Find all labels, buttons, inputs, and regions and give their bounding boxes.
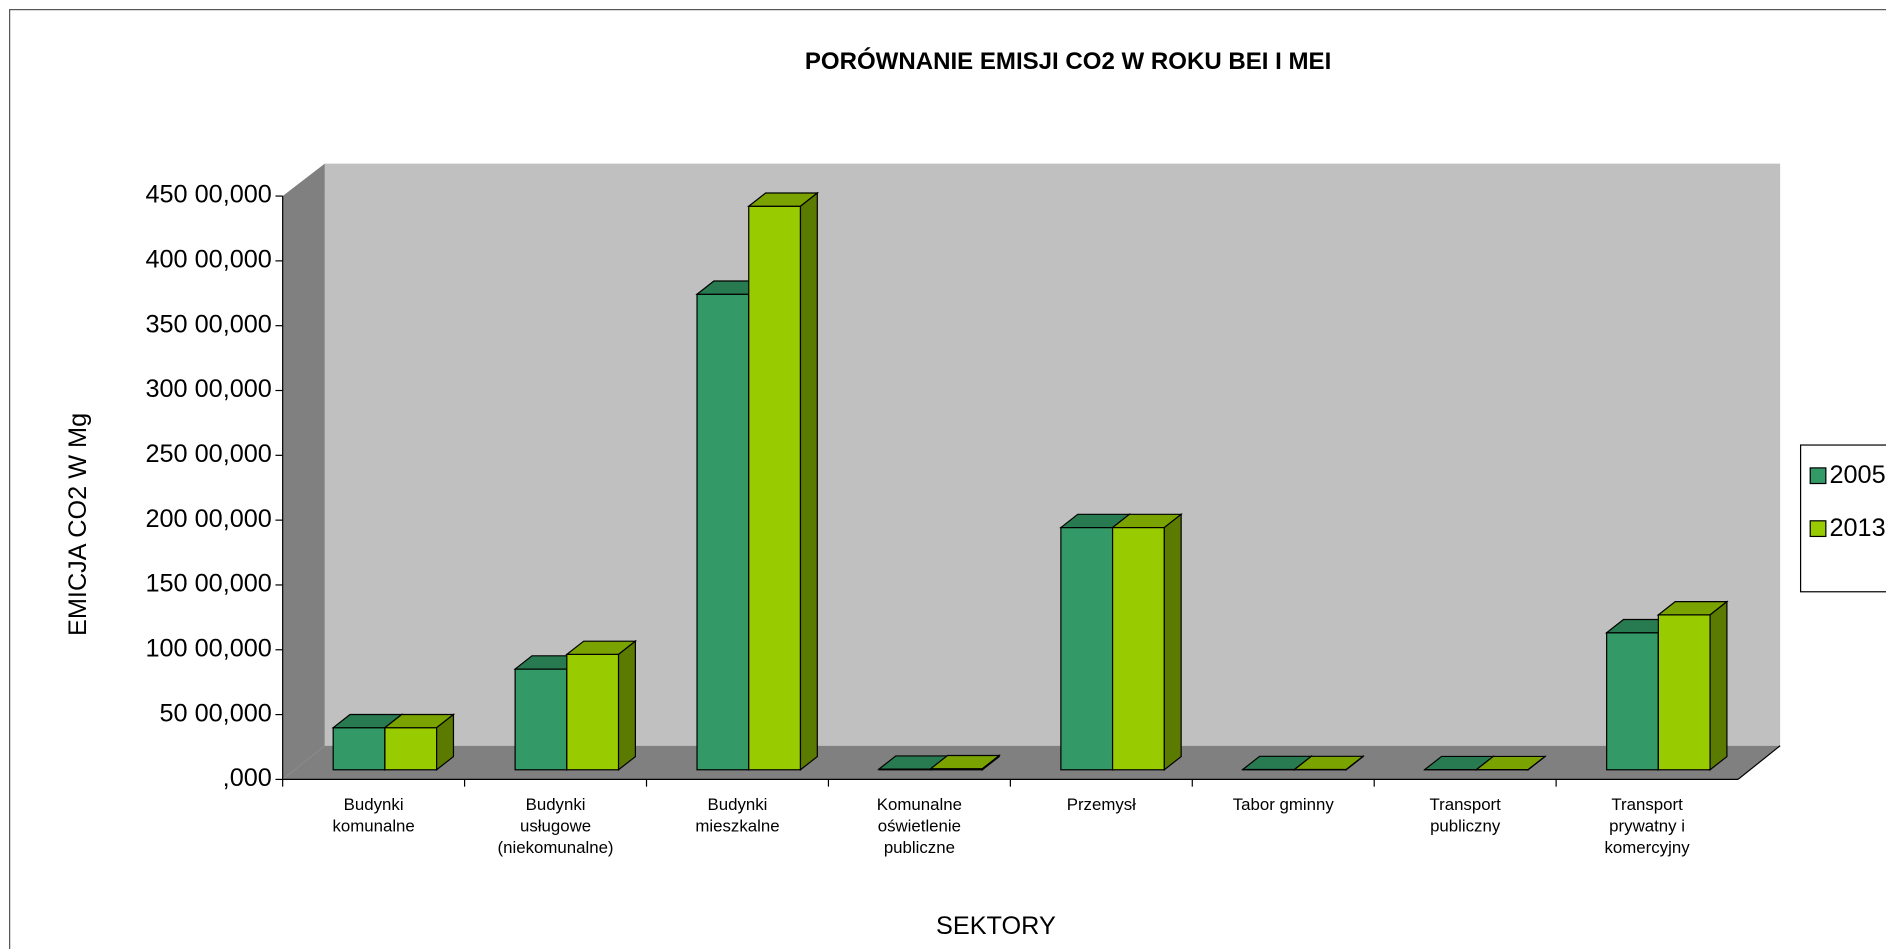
- x-tick-label: Transport prywatny i komercyjny: [1605, 795, 1691, 857]
- y-tick-label: 50 00,000: [160, 699, 272, 727]
- bar-side: [436, 713, 455, 772]
- bar-front: [566, 653, 620, 771]
- y-tick-label: 350 00,000: [145, 310, 271, 338]
- x-tick-label: Budynki usługowe (niekomunalne): [498, 795, 614, 857]
- back-wall: [324, 163, 1781, 746]
- bar-side: [1163, 513, 1182, 772]
- side-wall: [282, 163, 325, 780]
- legend-swatch: [1809, 467, 1827, 485]
- x-tick-label: Budynki komunalne: [332, 795, 414, 836]
- bar-front: [696, 293, 750, 771]
- y-tick-label: 400 00,000: [145, 246, 271, 274]
- x-tick-label: Przemysł: [1067, 795, 1136, 814]
- bar-side: [981, 754, 1000, 772]
- bar-front: [748, 205, 802, 771]
- bar-front: [514, 668, 568, 771]
- y-tick-label: 300 00,000: [145, 375, 271, 403]
- legend-label: 2005: [1829, 461, 1885, 489]
- x-axis-label: SEKTORY: [936, 912, 1056, 940]
- chart-title: PORÓWNANIE EMISJI CO2 W ROKU BEI I MEI: [805, 47, 1331, 75]
- bar-side: [1345, 755, 1364, 772]
- bar-front: [332, 727, 386, 771]
- bar-front: [384, 727, 438, 771]
- x-axis-depth: [1737, 745, 1781, 780]
- bar-side: [617, 639, 636, 772]
- bar-front: [1060, 526, 1114, 771]
- bar-front: [1606, 632, 1659, 771]
- x-tick-label: Komunalne oświetlenie publiczne: [877, 795, 962, 857]
- y-tick-label: 200 00,000: [145, 505, 271, 533]
- x-tick-label: Budynki mieszkalne: [695, 795, 779, 836]
- y-tick-label: ,000: [223, 764, 272, 792]
- legend-label: 2013: [1829, 514, 1885, 542]
- y-axis-label: EMICJA CO2 W Mg: [64, 413, 92, 636]
- bar-side: [799, 191, 818, 772]
- floor: [282, 745, 1781, 780]
- y-tick-label: 250 00,000: [145, 440, 271, 468]
- y-tick-label: 450 00,000: [145, 181, 271, 209]
- bar-front: [1111, 526, 1165, 771]
- x-tick-label: Transport publiczny: [1429, 795, 1501, 836]
- x-tick-label: Tabor gminny: [1233, 795, 1335, 814]
- bar-side: [1527, 755, 1546, 772]
- legend-swatch: [1809, 520, 1827, 538]
- bar-side: [1709, 600, 1728, 772]
- y-tick-label: 150 00,000: [145, 570, 271, 598]
- y-tick-label: 100 00,000: [145, 634, 271, 662]
- bar-front: [1657, 614, 1711, 771]
